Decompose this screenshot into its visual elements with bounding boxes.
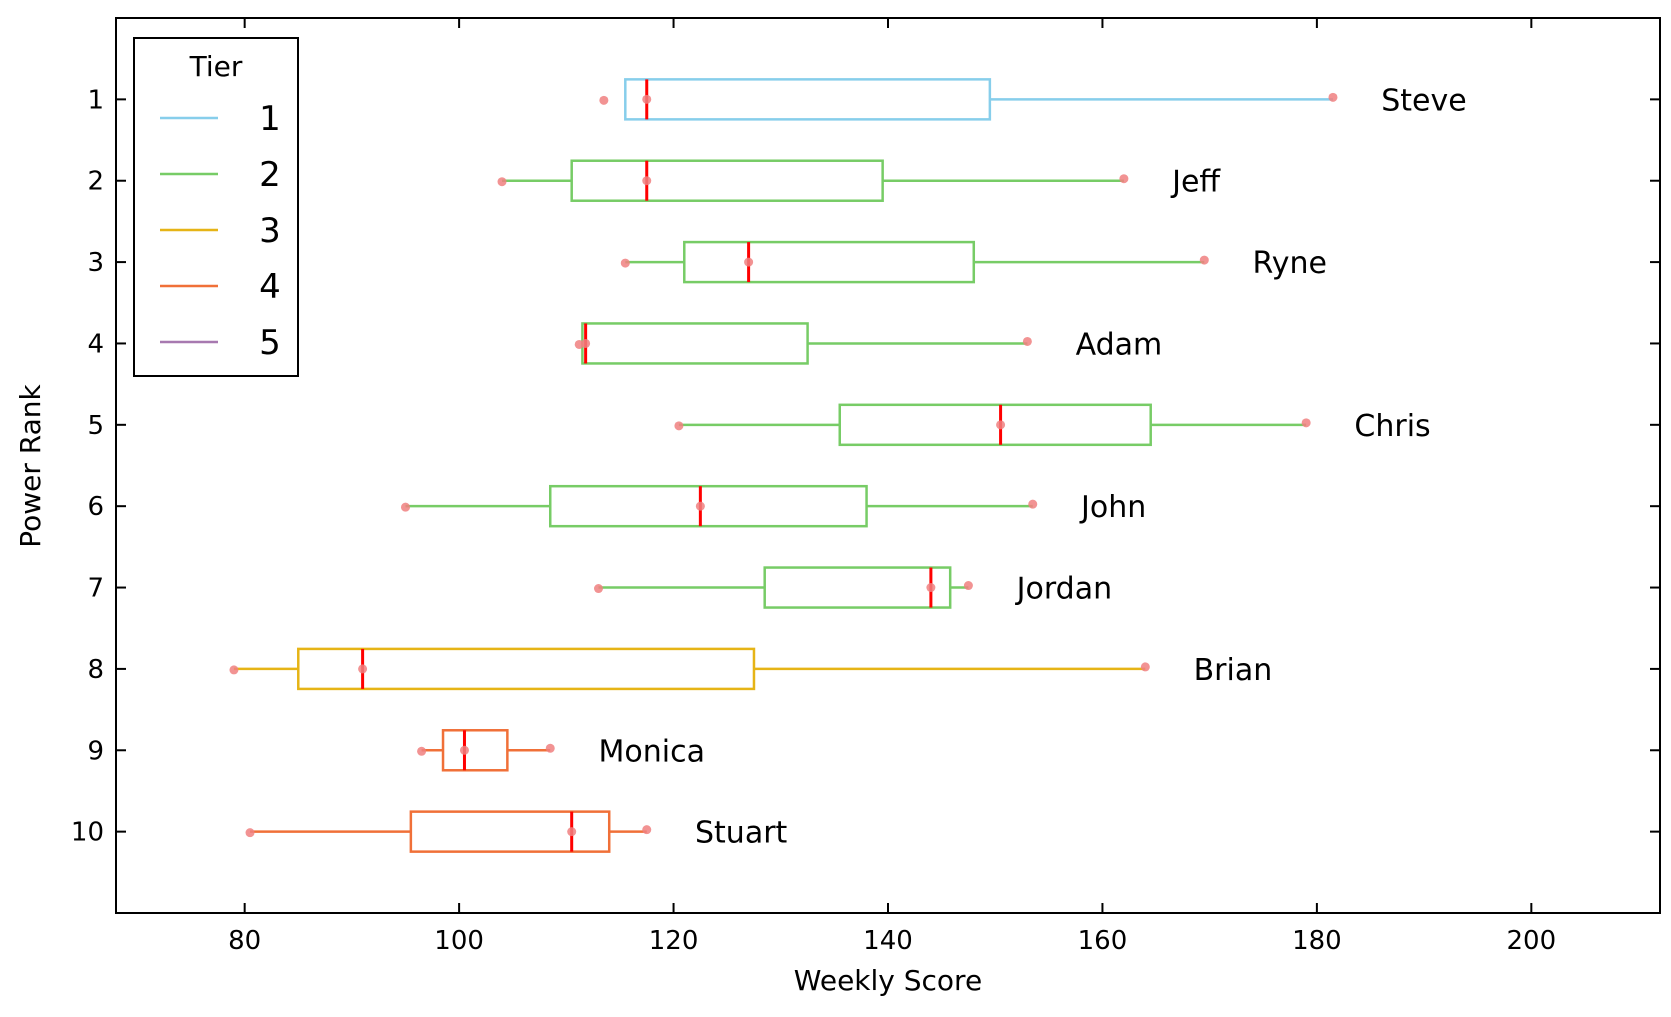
legend-box: [133, 37, 299, 377]
data-point: [642, 825, 652, 835]
data-point: [620, 258, 630, 268]
player-label: Ryne: [1253, 246, 1327, 281]
box: [763, 566, 952, 609]
box: [409, 810, 611, 853]
player-label: Jordan: [1015, 572, 1112, 607]
player-label: Chris: [1354, 409, 1430, 444]
boxplot-jeff: Jeff: [497, 159, 1221, 202]
data-point: [401, 502, 410, 512]
data-point: [642, 94, 652, 104]
x-axis-label: Weekly Score: [794, 964, 982, 997]
data-point: [545, 743, 555, 753]
box: [549, 484, 868, 528]
legend-label-tier-5: 5: [259, 323, 281, 363]
data-point: [695, 501, 705, 511]
boxplot-brian: Brian: [229, 647, 1273, 691]
x-tick-label: 140: [863, 926, 913, 956]
legend-entries: 1 2 3 4 5: [160, 99, 281, 363]
y-tick-label: 8: [87, 655, 104, 685]
chart-marks: Steve Jeff Ryne Adam Chris John Jordan Brian Mon…: [229, 78, 1467, 853]
data-point: [744, 257, 754, 267]
boxplot-adam: Adam: [574, 322, 1163, 365]
data-point: [1199, 255, 1209, 265]
box: [624, 78, 992, 121]
data-point: [417, 746, 427, 756]
legend-label-tier-2: 2: [259, 155, 281, 195]
data-point: [599, 95, 609, 105]
data-point: [358, 664, 368, 674]
data-point: [1028, 499, 1038, 509]
box: [683, 240, 976, 284]
data-point: [1328, 92, 1338, 102]
data-point: [1022, 336, 1032, 346]
x-tick-label: 120: [649, 926, 699, 956]
data-point: [996, 420, 1006, 430]
plot-frame: [115, 17, 1661, 914]
legend-label-tier-4: 4: [259, 267, 281, 307]
box: [581, 322, 809, 365]
data-point: [459, 745, 469, 755]
data-point: [594, 584, 603, 594]
legend: Tier 1 2 3 4 5: [133, 37, 299, 377]
data-point: [229, 665, 239, 675]
y-tick-label: 7: [87, 574, 104, 604]
player-label: Jeff: [1170, 165, 1221, 200]
boxplot-john: John: [401, 484, 1146, 528]
y-tick-label: 4: [87, 329, 104, 359]
y-tick-label: 9: [87, 736, 104, 766]
y-axis-label: Power Rank: [14, 383, 47, 547]
boxplot-monica: Monica: [417, 729, 705, 772]
boxplot-stuart: Stuart: [245, 810, 788, 853]
y-axis-ticks: 1 2 3 4 5 6 7 8 9 10: [71, 85, 1660, 848]
data-point: [1119, 174, 1129, 184]
y-tick-label: 10: [71, 818, 104, 848]
y-tick-label: 1: [87, 85, 104, 115]
box: [838, 403, 1152, 447]
boxplot-steve: Steve: [599, 78, 1467, 121]
player-label: Adam: [1076, 327, 1163, 362]
data-point: [963, 581, 973, 591]
box: [297, 647, 756, 691]
x-tick-label: 180: [1292, 926, 1342, 956]
data-point: [642, 176, 652, 186]
data-point: [581, 338, 591, 348]
data-point: [1140, 662, 1150, 672]
boxplot-chris: Chris: [674, 403, 1431, 447]
y-tick-label: 3: [87, 248, 104, 278]
x-tick-label: 80: [228, 926, 261, 956]
box: [570, 159, 884, 202]
player-label: Brian: [1194, 653, 1273, 688]
x-tick-label: 100: [434, 926, 484, 956]
data-point: [567, 827, 577, 837]
player-label: Monica: [599, 734, 705, 769]
boxplot-jordan: Jordan: [594, 566, 1112, 609]
player-label: Steve: [1381, 83, 1466, 118]
data-point: [497, 177, 507, 187]
box: [441, 729, 509, 772]
y-tick-label: 6: [87, 492, 104, 522]
x-tick-label: 160: [1078, 926, 1128, 956]
data-point: [1301, 418, 1311, 428]
legend-label-tier-1: 1: [259, 99, 281, 139]
player-label: Stuart: [695, 816, 788, 851]
legend-title: Tier: [189, 50, 243, 83]
data-point: [926, 583, 936, 593]
y-tick-label: 2: [87, 167, 104, 197]
data-point: [245, 828, 255, 838]
y-tick-label: 5: [87, 411, 104, 441]
data-point: [674, 421, 684, 431]
boxplot-ryne: Ryne: [620, 240, 1327, 284]
player-label: John: [1079, 490, 1146, 525]
x-axis-ticks: 80 100 120 140 160 180 200: [228, 18, 1556, 956]
x-tick-label: 200: [1507, 926, 1557, 956]
legend-label-tier-3: 3: [259, 211, 281, 251]
